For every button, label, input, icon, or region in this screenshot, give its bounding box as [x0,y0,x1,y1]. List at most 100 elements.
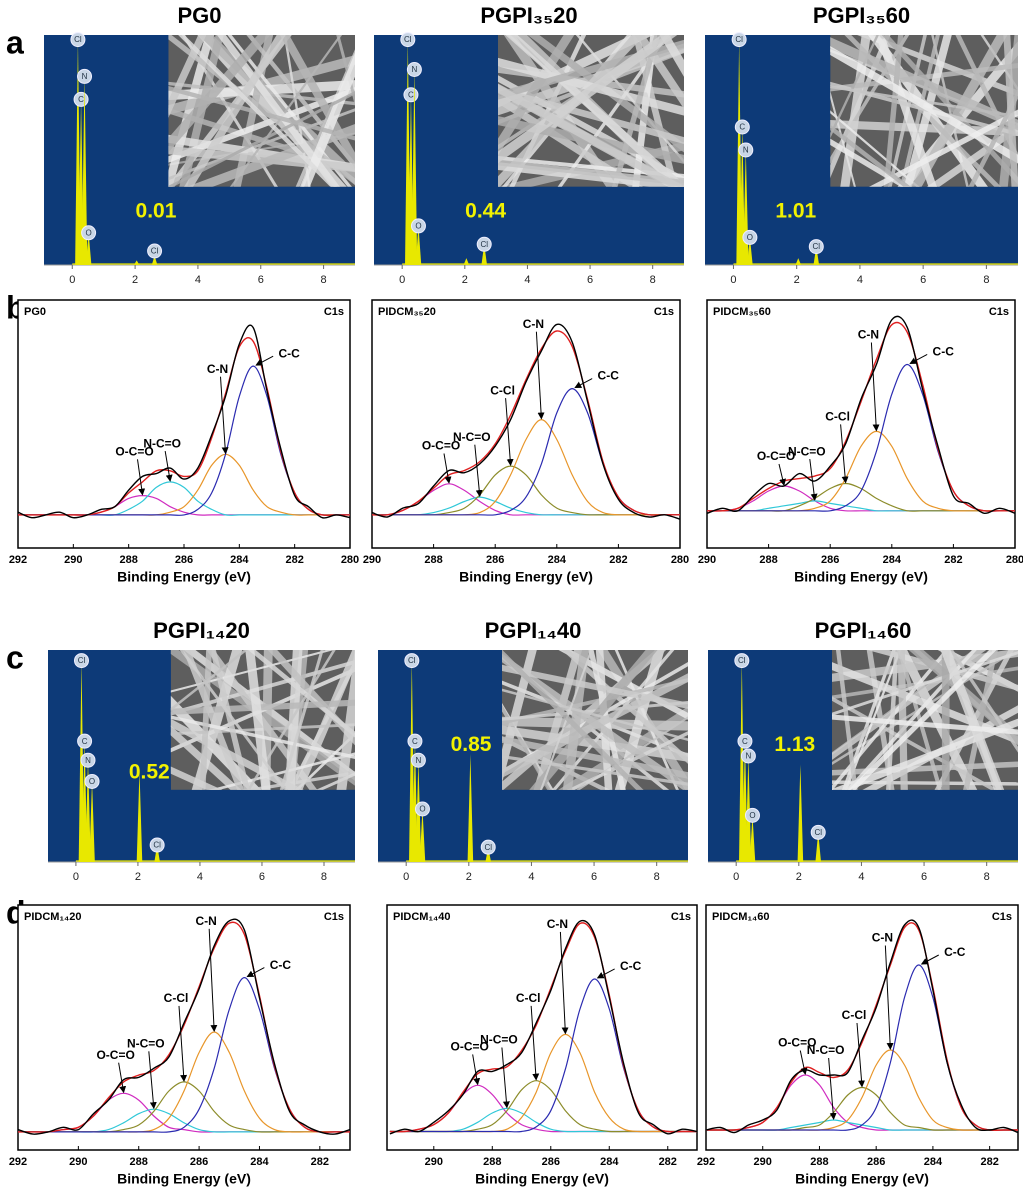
x-tick-label: 2 [796,871,802,883]
x-tick-label: 284 [250,1156,269,1168]
x-tick-label: 282 [659,1156,677,1168]
x-tick-label: 282 [944,554,962,566]
element-label: O [419,805,425,814]
peak-label: C-Cl [825,410,850,424]
plot-frame [706,905,1018,1150]
element-label: C [742,737,748,746]
element-label: O [89,777,95,786]
x-tick-label: 290 [69,1156,87,1168]
x-tick-label: 280 [1006,554,1023,566]
peak-label: O-C=O [778,1036,816,1050]
x-tick-label: 8 [654,871,660,883]
element-label: Cl [74,35,82,44]
sample-label: PG0 [24,306,46,318]
element-label: Cl [151,247,159,256]
x-tick-label: 8 [321,274,327,286]
spectrum-label: C1s [992,911,1012,923]
x-tick-label: 288 [130,1156,148,1168]
x-tick-label: 6 [259,871,265,883]
x-tick-label: 6 [587,274,593,286]
panel-letter: a [6,24,24,60]
x-tick-label: 284 [548,554,567,566]
x-tick-label: 286 [175,554,193,566]
x-tick-label: 0 [69,274,75,286]
peak-label: C-N [207,362,228,376]
element-label: O [415,222,421,231]
peak-label: C-Cl [842,1008,867,1022]
sample-label: PIDCM₁₄20 [24,911,81,923]
x-tick-label: 290 [698,554,716,566]
peak-label: C-N [523,317,544,331]
x-tick-label: 284 [924,1156,943,1168]
x-tick-label: 290 [64,554,82,566]
x-tick-label: 4 [524,274,530,286]
panel-title: PG0 [177,3,221,28]
x-tick-label: 2 [462,274,468,286]
peak-label: C-N [547,917,568,931]
peak-label: C-C [270,958,292,972]
plot-frame [18,300,350,548]
sample-label: PIDCM₁₄60 [712,911,769,923]
peak-label: C-C [598,369,620,383]
element-label: Cl [480,240,488,249]
x-tick-label: 8 [321,871,327,883]
x-tick-label: 292 [9,1156,27,1168]
panel-title: PGPI₁₄40 [485,618,582,643]
x-tick-label: 0 [730,274,736,286]
peak-label: C-C [620,959,642,973]
peak-label: C-Cl [516,991,541,1005]
x-tick-label: 286 [542,1156,560,1168]
element-label: Cl [814,828,822,837]
element-label: Cl [78,656,86,665]
plot-frame [18,905,350,1150]
x-tick-label: 286 [190,1156,208,1168]
x-axis-label: Binding Energy (eV) [794,569,928,585]
x-tick-label: 2 [135,871,141,883]
sample-label: PIDCM₃₅20 [378,306,436,318]
x-tick-label: 282 [311,1156,329,1168]
panel-letter: c [6,639,24,675]
peak-label: O-C=O [757,449,795,463]
x-tick-label: 284 [230,554,249,566]
x-tick-label: 288 [759,554,777,566]
x-tick-label: 8 [650,274,656,286]
content-label: 1.01 [775,200,816,223]
peak-label: C-N [858,328,879,342]
x-tick-label: 4 [195,274,201,286]
peak-label: C-C [933,345,955,359]
x-tick-label: 4 [197,871,203,883]
element-label: O [749,811,755,820]
x-tick-label: 290 [754,1156,772,1168]
element-label: Cl [738,656,746,665]
panel-title: PGPI₃₅60 [813,3,910,28]
sample-label: PIDCM₁₄40 [393,911,450,923]
x-tick-label: 6 [258,274,264,286]
element-label: Cl [813,242,821,251]
element-label: O [85,228,91,237]
x-tick-label: 284 [600,1156,619,1168]
element-label: N [743,146,749,155]
x-tick-label: 292 [9,554,27,566]
x-tick-label: 286 [867,1156,885,1168]
x-tick-label: 6 [591,871,597,883]
page: PG0a02468ClCNOCl0.01PGPI₃₅2002468ClCNOCl… [0,0,1023,1194]
sample-label: PIDCM₃₅60 [713,306,771,318]
element-label: N [82,72,88,81]
x-tick-label: 288 [119,554,137,566]
x-tick-label: 2 [466,871,472,883]
x-tick-label: 290 [425,1156,443,1168]
element-label: C [82,737,88,746]
element-label: N [412,65,418,74]
x-tick-label: 0 [403,871,409,883]
x-tick-label: 8 [984,871,990,883]
spectrum-label: C1s [654,306,674,318]
x-tick-label: 282 [980,1156,998,1168]
element-label: Cl [408,656,416,665]
element-label: Cl [153,841,161,850]
content-label: 0.01 [136,200,177,223]
figure: PG0a02468ClCNOCl0.01PGPI₃₅2002468ClCNOCl… [0,0,1023,1194]
x-tick-label: 4 [528,871,534,883]
peak-label: C-N [872,931,893,945]
peak-label: O-C=O [450,1040,488,1054]
x-tick-label: 4 [857,274,863,286]
